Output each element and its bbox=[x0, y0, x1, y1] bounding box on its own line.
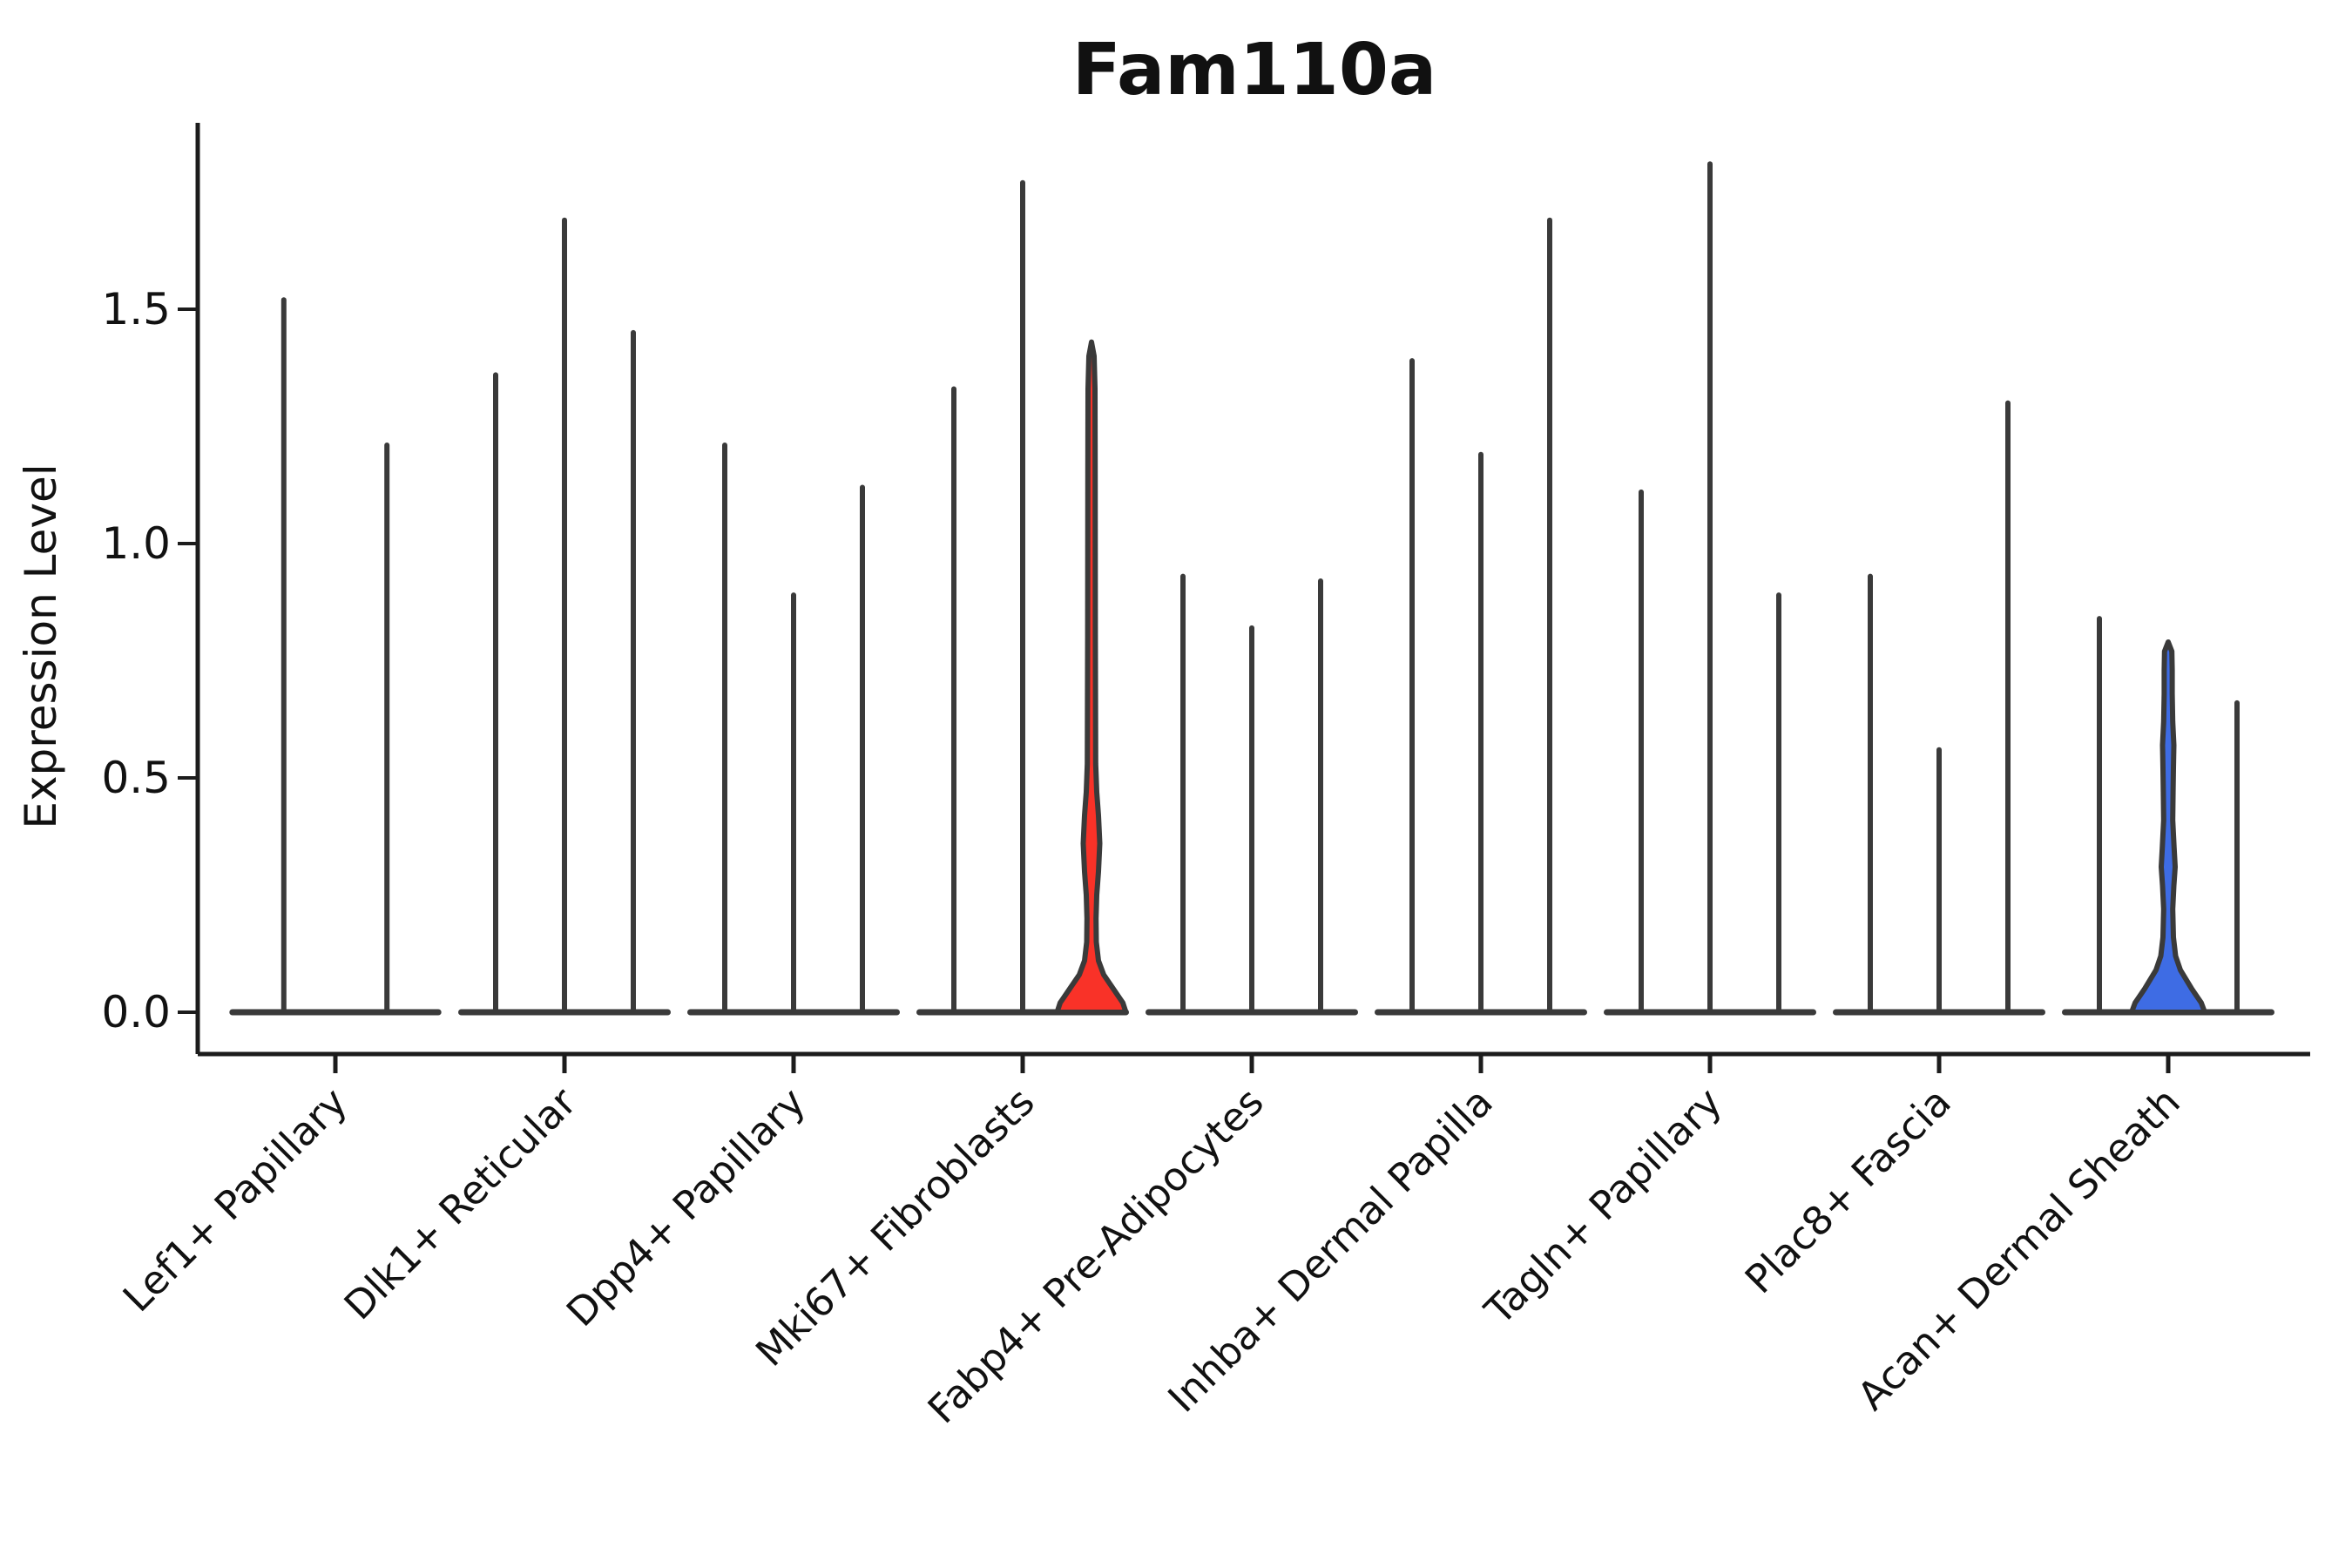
violin-body bbox=[1054, 339, 1129, 1015]
violin-body bbox=[2129, 639, 2207, 1015]
y-tick-label: 1.5 bbox=[101, 284, 171, 335]
y-tick-label: 0.0 bbox=[101, 987, 171, 1037]
chart-title: Fam110a bbox=[1072, 29, 1437, 112]
x-tick-label: Dlk1+ Reticular bbox=[335, 1078, 585, 1328]
x-tick-label: Dpp4+ Papillary bbox=[558, 1078, 814, 1335]
x-tick-label: Tagln+ Papillary bbox=[1476, 1078, 1731, 1334]
y-tick-label: 1.0 bbox=[101, 518, 171, 569]
x-tick-label: Plac8+ Fascia bbox=[1736, 1078, 1960, 1302]
x-tick-label: Lef1+ Papillary bbox=[114, 1078, 356, 1321]
y-axis-label: Expression Level bbox=[16, 463, 66, 828]
y-tick-label: 0.5 bbox=[101, 753, 171, 803]
